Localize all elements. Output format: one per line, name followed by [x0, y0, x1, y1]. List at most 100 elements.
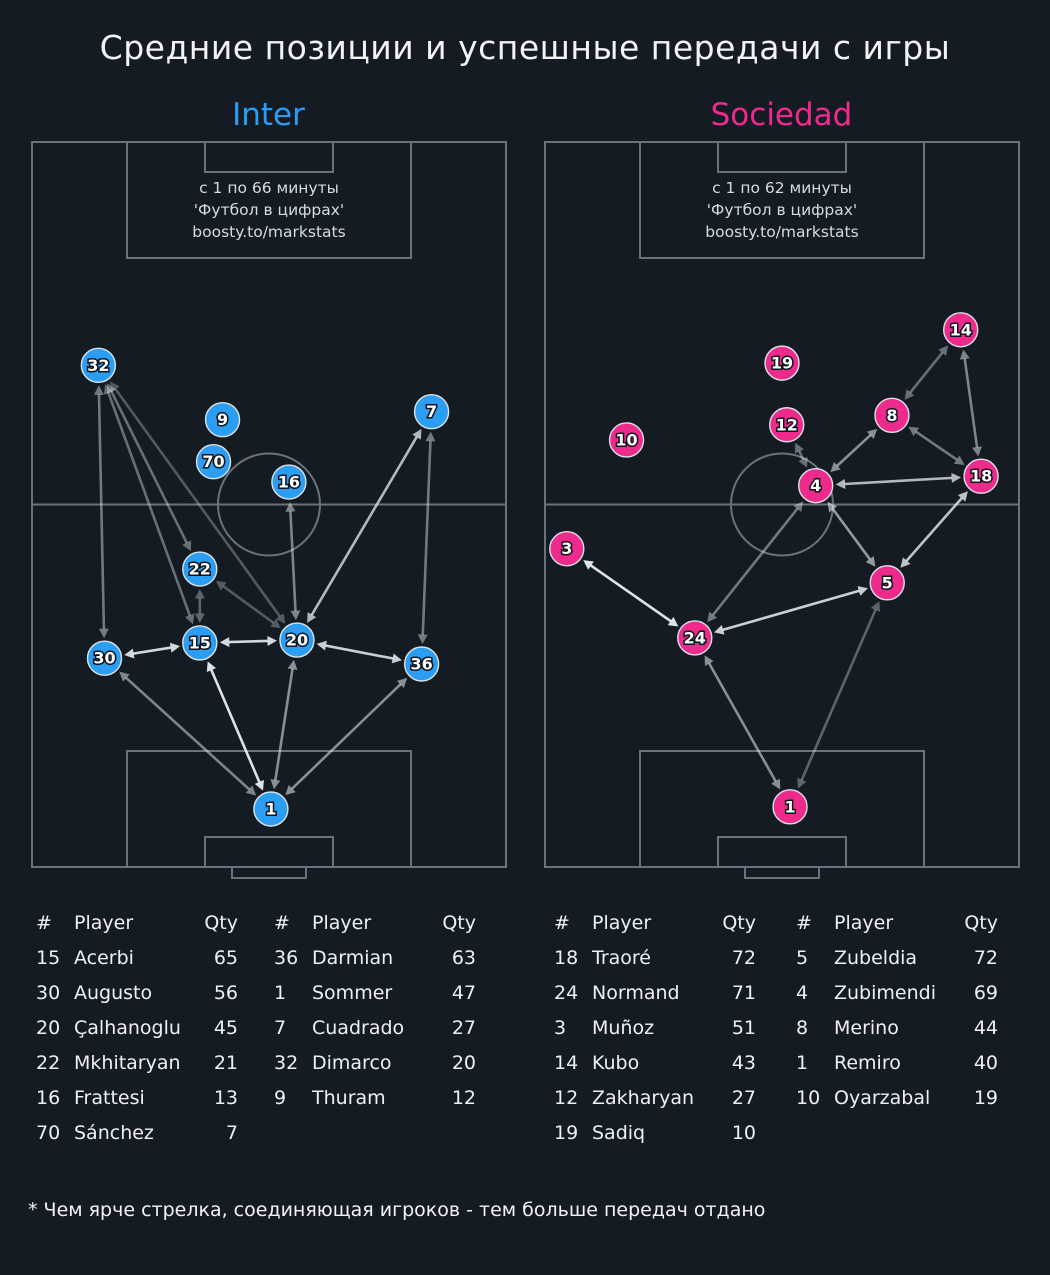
player-marker: 4	[797, 468, 833, 504]
goal-area-bottom	[716, 836, 847, 869]
table-row: 14 Kubo 43	[554, 1046, 756, 1081]
table-cell: 72	[731, 947, 756, 970]
table-inter-2: # Player Qty 36 Darmian 63 1 Sommer 47 7 Cuadrado 2…	[274, 906, 476, 1151]
table-cell: 19	[554, 1122, 579, 1145]
pass-arrow	[589, 564, 672, 623]
column-header: Qty	[722, 912, 756, 935]
table-cell: Darmian	[312, 947, 394, 970]
table-row: 36 Darmian 63	[274, 941, 476, 976]
table-cell: 12	[554, 1087, 579, 1110]
table-header-row: # Player Qty	[796, 906, 998, 941]
player-number: 4	[810, 476, 821, 495]
pass-arrowhead	[245, 785, 256, 796]
pass-arrow	[707, 662, 777, 783]
pass-arrowhead	[289, 610, 300, 621]
pitch-sociedad: с 1 по 62 минуты 'Футбол в цифрах' boosty.…	[543, 141, 1020, 880]
pass-arrowhead	[181, 540, 191, 552]
table-cell: Dimarco	[312, 1052, 392, 1075]
player-number: 20	[285, 631, 307, 650]
goal-area-bottom	[203, 836, 334, 869]
info-line: с 1 по 66 минуты	[199, 179, 339, 197]
pass-arrow	[914, 430, 958, 462]
column-header: #	[274, 912, 290, 935]
pass-arrowhead	[424, 431, 435, 442]
column-header: Player	[74, 912, 134, 935]
table-cell: 3	[554, 1017, 567, 1040]
team-section-sociedad: Sociedad с 1 по 62 минуты 'Футбол в цифра…	[543, 97, 1021, 880]
table-header-row: # Player Qty	[554, 906, 756, 941]
player-number: 3	[561, 539, 572, 558]
column-header: #	[796, 912, 812, 935]
player-number: 30	[93, 649, 115, 668]
player-number: 7	[426, 402, 437, 421]
pass-arrowhead	[109, 381, 120, 393]
table-cell: 15	[36, 947, 61, 970]
pass-arrow	[97, 394, 105, 630]
table-cell: Zubimendi	[834, 982, 936, 1005]
pass-arrowhead	[194, 589, 205, 599]
pass-arrowhead	[306, 612, 316, 624]
table-row: 20 Çalhanoglu 45	[36, 1011, 238, 1046]
pass-arrowhead	[937, 345, 948, 357]
column-header: Player	[592, 912, 652, 935]
player-marker: 22	[181, 551, 217, 587]
pass-arrow	[209, 669, 261, 784]
table-cell: 1	[274, 982, 287, 1005]
pass-arrowhead	[706, 611, 717, 623]
pass-arrowhead	[971, 446, 982, 457]
pass-arrowhead	[266, 636, 277, 647]
table-cell: 56	[213, 982, 238, 1005]
info-line: 'Футбол в цифрах'	[706, 201, 856, 219]
player-marker: 8	[873, 397, 910, 434]
pass-arrowhead	[792, 501, 803, 513]
table-row: 12 Zakharyan 27	[554, 1081, 756, 1116]
info-line: boosty.to/markstats	[705, 223, 858, 241]
table-header-row: # Player Qty	[36, 906, 238, 941]
pitch-inter: с 1 по 66 минуты 'Футбол в цифрах' boosty.…	[30, 141, 507, 880]
pass-arrow	[132, 646, 171, 656]
player-marker: 70	[195, 444, 231, 480]
player-marker: 3	[548, 531, 585, 567]
goal-bottom	[230, 866, 307, 880]
pass-arrow	[228, 639, 268, 644]
pass-arrowhead	[957, 491, 968, 502]
pass-arrowhead	[713, 625, 725, 635]
player-marker: 16	[270, 464, 307, 500]
table-cell: 7	[274, 1017, 287, 1040]
column-header: Player	[312, 912, 372, 935]
pass-arrowhead	[950, 473, 961, 484]
pass-arrowhead	[770, 778, 780, 790]
table-cell: 14	[554, 1052, 579, 1075]
pass-arrowhead	[865, 556, 875, 567]
info-line: boosty.to/markstats	[192, 223, 345, 241]
pass-arrowhead	[219, 637, 229, 648]
pass-arrowhead	[254, 780, 264, 791]
pass-arrowhead	[794, 443, 804, 454]
player-marker: 9	[204, 402, 240, 438]
table-cell: 24	[554, 982, 579, 1005]
pass-arrowhead	[215, 581, 227, 591]
pass-arrowhead	[269, 779, 280, 790]
table-row: 7 Cuadrado 27	[274, 1011, 476, 1046]
footnote: * Чем ярче стрелка, соединяющая игроков …	[28, 1199, 766, 1222]
table-cell: 1	[796, 1052, 809, 1075]
pass-arrowhead	[194, 613, 205, 624]
player-number: 14	[949, 320, 971, 339]
table-row: 24 Normand 71	[554, 976, 756, 1011]
pass-arrowhead	[169, 642, 180, 653]
table-row: 18 Traoré 72	[554, 941, 756, 976]
table-row: 32 Dimarco 20	[274, 1046, 476, 1081]
pass-arrow	[324, 644, 393, 660]
player-number: 16	[277, 473, 299, 492]
team-section-inter: Inter с 1 по 66 минуты 'Футбол в цифрах' b…	[30, 97, 508, 880]
player-number: 18	[969, 467, 991, 486]
table-cell: 10	[731, 1122, 756, 1145]
table-sociedad-1: # Player Qty 18 Traoré 72 24 Normand 71 3 Muñoz 51 1…	[554, 906, 756, 1151]
table-cell: 51	[731, 1017, 756, 1040]
pass-arrowhead	[797, 457, 808, 468]
team-name-sociedad: Sociedad	[710, 97, 853, 133]
pass-arrowhead	[103, 384, 113, 395]
table-cell: 40	[973, 1052, 998, 1075]
pass-arrowhead	[899, 557, 910, 568]
table-cell: Remiro	[834, 1052, 901, 1075]
